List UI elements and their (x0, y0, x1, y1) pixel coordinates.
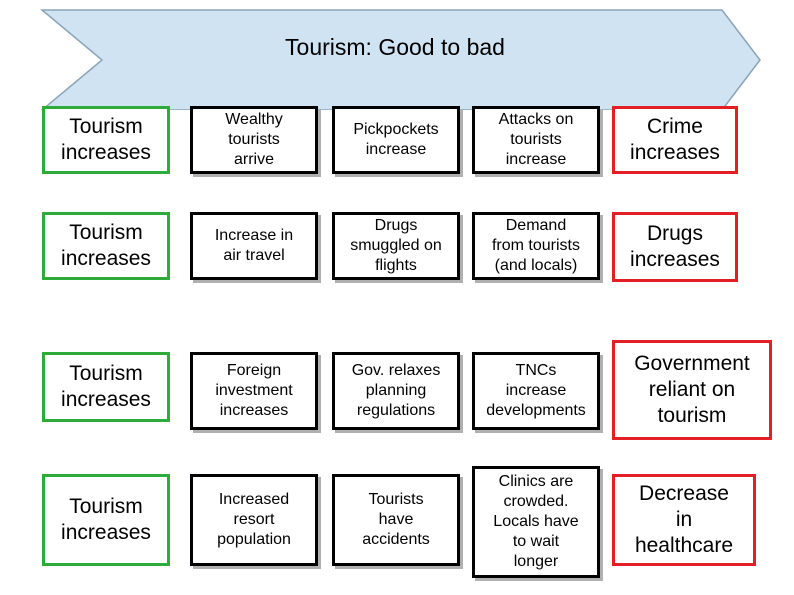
row-1-step-1-label: Wealthy tourists arrive (225, 111, 283, 168)
title-arrow-banner (39, 9, 761, 110)
row-4-step-3-label: Clinics are crowded. Locals have to wait… (493, 473, 579, 570)
row-2-step-2-label: Drugs smuggled on flights (350, 217, 442, 274)
row-3-step-3-box: TNCs increase developments (472, 352, 600, 430)
row-1-step-2-label: Pickpockets increase (353, 121, 439, 158)
row-2-start-label: Tourism increases (61, 220, 151, 270)
row-2-step-3-box: Demand from tourists (and locals) (472, 212, 600, 280)
row-2-step-3-label: Demand from tourists (and locals) (491, 217, 580, 274)
diagram-title: Tourism: Good to bad (285, 34, 505, 60)
row-3-step-2-box: Gov. relaxes planning regulations (332, 352, 460, 430)
row-2-step-1-box: Increase in air travel (190, 212, 318, 280)
row-3-step-3-label: TNCs increase developments (486, 362, 586, 419)
row-4-outcome-label: Decrease in healthcare (634, 481, 734, 558)
row-1-step-3-label: Attacks on tourists increase (498, 111, 574, 168)
row-3-step-1-box: Foreign investment increases (190, 352, 318, 430)
row-1-step-2-box: Pickpockets increase (332, 106, 460, 174)
row-1-outcome-box: Crime increases (612, 106, 738, 174)
row-1-start-box: Tourism increases (42, 106, 170, 174)
row-1-step-1-box: Wealthy tourists arrive (190, 106, 318, 174)
row-3-step-1-label: Foreign investment increases (215, 362, 293, 419)
row-3-start-box: Tourism increases (42, 352, 170, 422)
row-4-step-1-box: Increased resort population (190, 474, 318, 566)
row-2-outcome-label: Drugs increases (630, 221, 720, 271)
row-1-start-label: Tourism increases (61, 114, 151, 164)
row-1-outcome-label: Crime increases (630, 114, 720, 164)
row-4-step-2-box: Tourists have accidents (332, 474, 460, 566)
row-4-start-label: Tourism increases (61, 494, 151, 544)
row-2-start-box: Tourism increases (42, 212, 170, 280)
row-3-outcome-label: Government reliant on tourism (634, 351, 750, 428)
row-4-step-3-box: Clinics are crowded. Locals have to wait… (472, 466, 600, 578)
row-3-step-2-label: Gov. relaxes planning regulations (351, 362, 441, 419)
row-3-start-label: Tourism increases (61, 361, 151, 411)
row-4-step-2-label: Tourists have accidents (362, 491, 430, 548)
row-2-outcome-box: Drugs increases (612, 212, 738, 282)
row-2-step-2-box: Drugs smuggled on flights (332, 212, 460, 280)
row-1-step-3-box: Attacks on tourists increase (472, 106, 600, 174)
row-4-start-box: Tourism increases (42, 474, 170, 566)
title-arrow-shape (39, 9, 761, 110)
row-4-step-1-label: Increased resort population (217, 491, 291, 548)
row-4-outcome-box: Decrease in healthcare (612, 474, 756, 566)
row-2-step-1-label: Increase in air travel (214, 227, 294, 264)
row-3-outcome-box: Government reliant on tourism (612, 340, 772, 440)
